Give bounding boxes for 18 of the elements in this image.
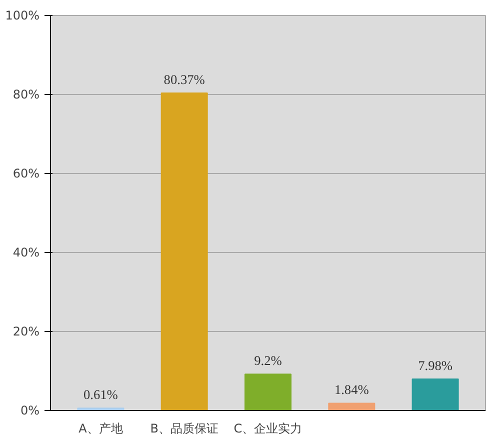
x-tick-label: A、产地 [78, 422, 123, 436]
y-tick-label: 60% [12, 166, 40, 180]
data-label: 80.37% [164, 72, 205, 88]
data-label: 1.84% [334, 382, 369, 398]
data-label: 7.98% [418, 358, 453, 373]
y-tick-label: 0% [20, 404, 40, 418]
y-tick-label: 80% [12, 88, 40, 102]
data-label: 9.2% [254, 353, 282, 368]
y-tick-label: 20% [12, 324, 40, 338]
data-label: 0.61% [83, 387, 118, 402]
y-tick-label: 40% [12, 246, 40, 260]
bar [244, 374, 292, 410]
x-tick-label: B、品质保证 [150, 422, 218, 436]
x-tick-label: C、企业实力 [234, 422, 302, 436]
y-tick-label: 100% [5, 8, 40, 22]
bar [328, 402, 376, 410]
bar [412, 378, 459, 410]
bar [160, 92, 208, 410]
